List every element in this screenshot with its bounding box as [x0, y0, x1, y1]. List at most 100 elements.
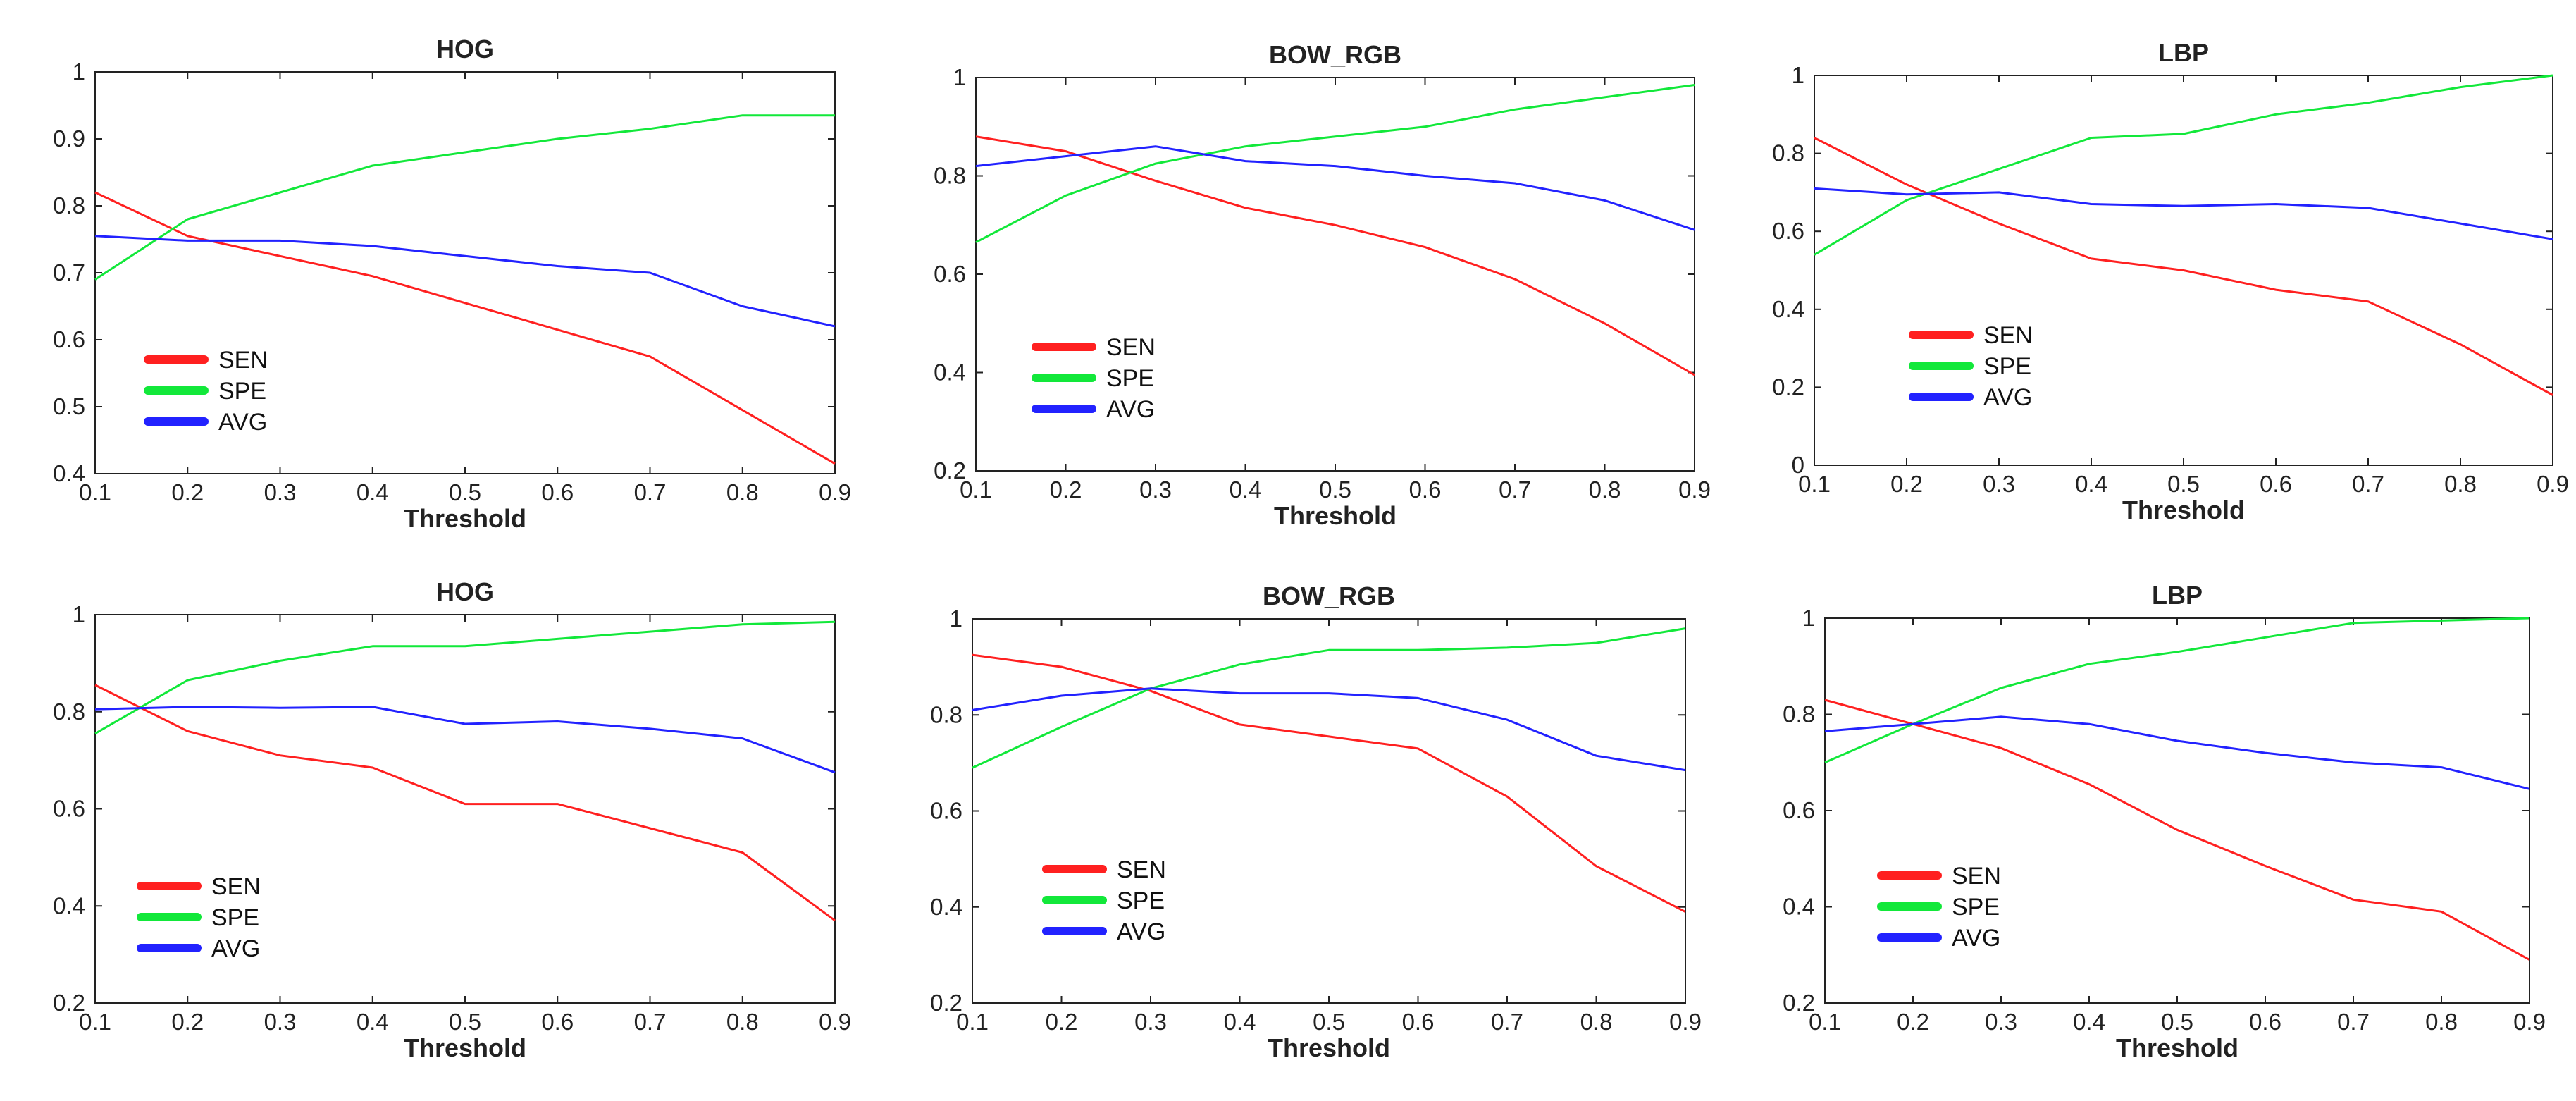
x-tick-label: 0.6	[541, 479, 574, 505]
series-line-avg	[94, 235, 836, 328]
x-tick-label: 0.5	[1313, 1009, 1345, 1035]
series-line-avg	[1814, 187, 2553, 240]
y-tick-label: 1	[73, 59, 85, 85]
x-tick-label: 0.6	[2260, 471, 2292, 497]
legend-label-spe: SPE	[218, 378, 266, 405]
y-tick-label: 0.8	[1783, 701, 1815, 727]
series-line-spe	[94, 620, 836, 734]
legend-label-avg: AVG	[1983, 384, 2032, 411]
x-tick-label: 0.5	[2161, 1009, 2193, 1035]
legend-label-sen: SEN	[1117, 856, 1166, 883]
x-tick-label: 0.6	[1409, 476, 1442, 503]
x-tick-label: 0.8	[2425, 1009, 2458, 1035]
y-tick-label: 0.2	[1783, 990, 1815, 1016]
x-tick-label: 0.4	[1230, 476, 1262, 503]
series-line-sen	[94, 191, 836, 465]
x-tick-label: 0.8	[726, 479, 759, 505]
x-axis-label: Threshold	[404, 504, 526, 533]
x-tick-label: 0.9	[2513, 1009, 2546, 1035]
x-tick-label: 0.4	[2075, 471, 2107, 497]
legend: SEN SPE AVG	[1909, 322, 2033, 411]
chart-title: HOG	[436, 35, 494, 63]
x-tick-label: 0.2	[1897, 1009, 1929, 1035]
x-tick-label: 0.4	[357, 1009, 389, 1035]
y-tick-label: 0.4	[934, 359, 966, 386]
x-tick-label: 0.2	[171, 1009, 204, 1035]
legend-label-spe: SPE	[1106, 365, 1154, 392]
y-tick-label: 0.6	[1783, 797, 1815, 823]
y-tick-label: 1	[953, 64, 966, 90]
legend-label-avg: AVG	[1952, 925, 2000, 952]
x-tick-label: 0.6	[2249, 1009, 2281, 1035]
series-line-sen	[972, 653, 1686, 913]
x-tick-label: 0.2	[171, 479, 204, 505]
x-tick-label: 0.7	[2337, 1009, 2370, 1035]
series-line-avg	[972, 687, 1686, 772]
x-tick-label: 0.5	[2167, 471, 2200, 497]
y-tick-label: 0.6	[1772, 218, 1804, 244]
x-axis-label: Threshold	[1268, 1033, 1390, 1062]
y-tick-label: 0.2	[930, 990, 962, 1016]
legend-label-spe: SPE	[211, 904, 259, 931]
y-tick-label: 0.8	[930, 701, 962, 727]
y-tick-label: 0.6	[53, 796, 85, 822]
x-tick-label: 0.3	[1134, 1009, 1167, 1035]
legend-label-avg: AVG	[211, 935, 260, 962]
y-tick-label: 1	[950, 605, 962, 632]
x-tick-label: 0.1	[79, 479, 111, 505]
legend-label-sen: SEN	[1952, 863, 2001, 890]
legend: SEN SPE AVG	[1877, 863, 2001, 952]
legend-label-spe: SPE	[1117, 887, 1165, 914]
legend-label-spe: SPE	[1983, 353, 2031, 380]
y-tick-label: 0.6	[930, 798, 962, 824]
chart-panel-1: HOG 0.1 0.2 0.3 0.4 0.5 0.6 0.7 0.8 0.9 0.4 0.5 0.6 0…	[53, 35, 851, 533]
series-line-sen	[975, 135, 1695, 376]
y-tick-label: 0.8	[934, 163, 966, 189]
series-line-avg	[94, 706, 836, 774]
legend-label-avg: AVG	[1106, 396, 1155, 423]
series-line-spe	[1814, 74, 2553, 256]
x-tick-label: 0.8	[726, 1009, 759, 1035]
x-tick-label: 0.2	[1050, 476, 1082, 503]
legend: SEN SPE AVG	[137, 873, 261, 962]
series-line-avg	[975, 145, 1695, 231]
legend-label-sen: SEN	[1983, 322, 2033, 349]
y-tick-label: 0.2	[934, 457, 966, 484]
legend-label-avg: AVG	[218, 409, 267, 436]
x-tick-label: 0.7	[1491, 1009, 1523, 1035]
x-tick-label: 0.1	[1798, 471, 1831, 497]
x-tick-label: 0.1	[1809, 1009, 1841, 1035]
legend-label-avg: AVG	[1117, 918, 1165, 945]
y-tick-label: 0.4	[1772, 296, 1804, 322]
y-tick-label: 0.2	[53, 990, 85, 1016]
y-tick-label: 0.9	[53, 125, 85, 152]
axes-frame	[94, 614, 836, 1004]
y-tick-label: 0.6	[934, 261, 966, 287]
y-tick-label: 0.8	[53, 192, 85, 219]
x-tick-label: 0.3	[264, 1009, 297, 1035]
series-line-spe	[972, 627, 1686, 769]
x-tick-label: 0.4	[1224, 1009, 1256, 1035]
legend: SEN SPE AVG	[144, 347, 268, 436]
series-line-spe	[1824, 617, 2530, 764]
y-tick-label: 0	[1792, 452, 1804, 478]
chart-title: BOW_RGB	[1263, 582, 1395, 610]
y-tick-label: 0.4	[53, 460, 85, 486]
legend-label-spe: SPE	[1952, 894, 2000, 921]
chart-title: HOG	[436, 577, 494, 606]
series-line-spe	[94, 114, 835, 281]
x-tick-label: 0.9	[1678, 476, 1711, 503]
y-tick-label: 0.8	[1772, 140, 1804, 166]
axes-frame	[94, 71, 836, 474]
chart-title: LBP	[2152, 581, 2203, 610]
x-tick-label: 0.1	[960, 476, 992, 503]
chart-title: LBP	[2158, 38, 2209, 67]
x-tick-label: 0.9	[2537, 471, 2569, 497]
x-tick-label: 0.7	[634, 1009, 667, 1035]
legend-label-sen: SEN	[1106, 334, 1156, 361]
legend-label-sen: SEN	[218, 347, 268, 374]
x-axis-label: Threshold	[2116, 1033, 2238, 1062]
